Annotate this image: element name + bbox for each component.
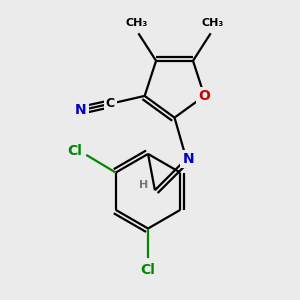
Text: H: H (139, 180, 148, 190)
Text: Cl: Cl (141, 263, 155, 277)
Text: N: N (182, 152, 194, 166)
Text: CH₃: CH₃ (125, 19, 148, 28)
Text: CH₃: CH₃ (202, 19, 224, 28)
Text: O: O (199, 89, 210, 103)
Text: Cl: Cl (67, 144, 82, 158)
Text: N: N (75, 103, 87, 117)
Text: C: C (106, 97, 115, 110)
